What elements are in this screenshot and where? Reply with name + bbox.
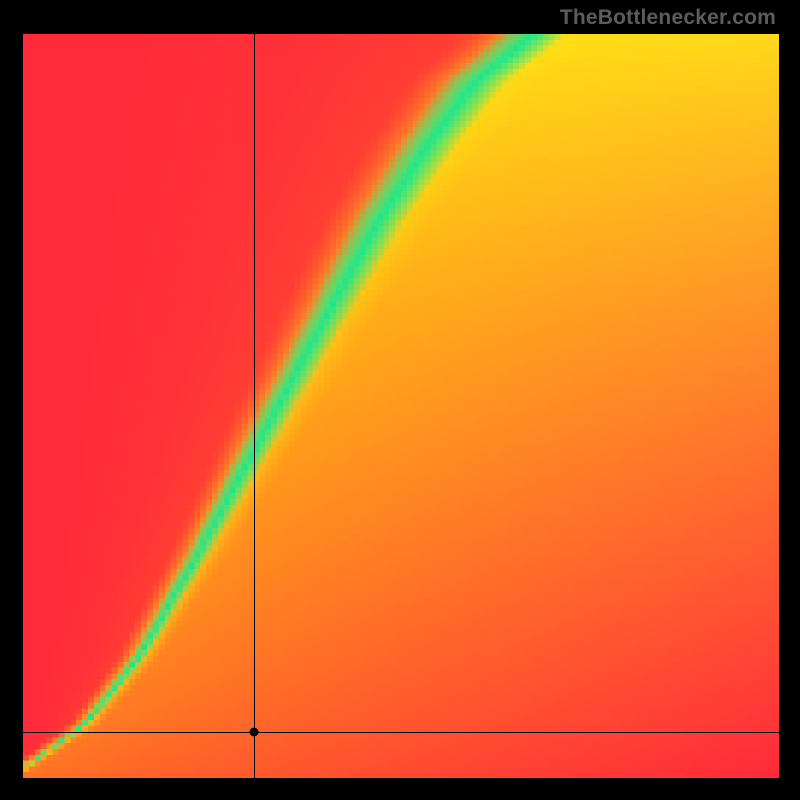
heatmap-canvas [23,34,779,778]
watermark-text: TheBottlenecker.com [560,6,776,30]
chart-container: { "watermark": "TheBottlenecker.com", "p… [0,0,800,800]
heatmap-plot [23,34,779,778]
crosshair-horizontal-line [23,732,779,733]
crosshair-vertical-line [254,34,255,778]
crosshair-dot [249,727,258,736]
